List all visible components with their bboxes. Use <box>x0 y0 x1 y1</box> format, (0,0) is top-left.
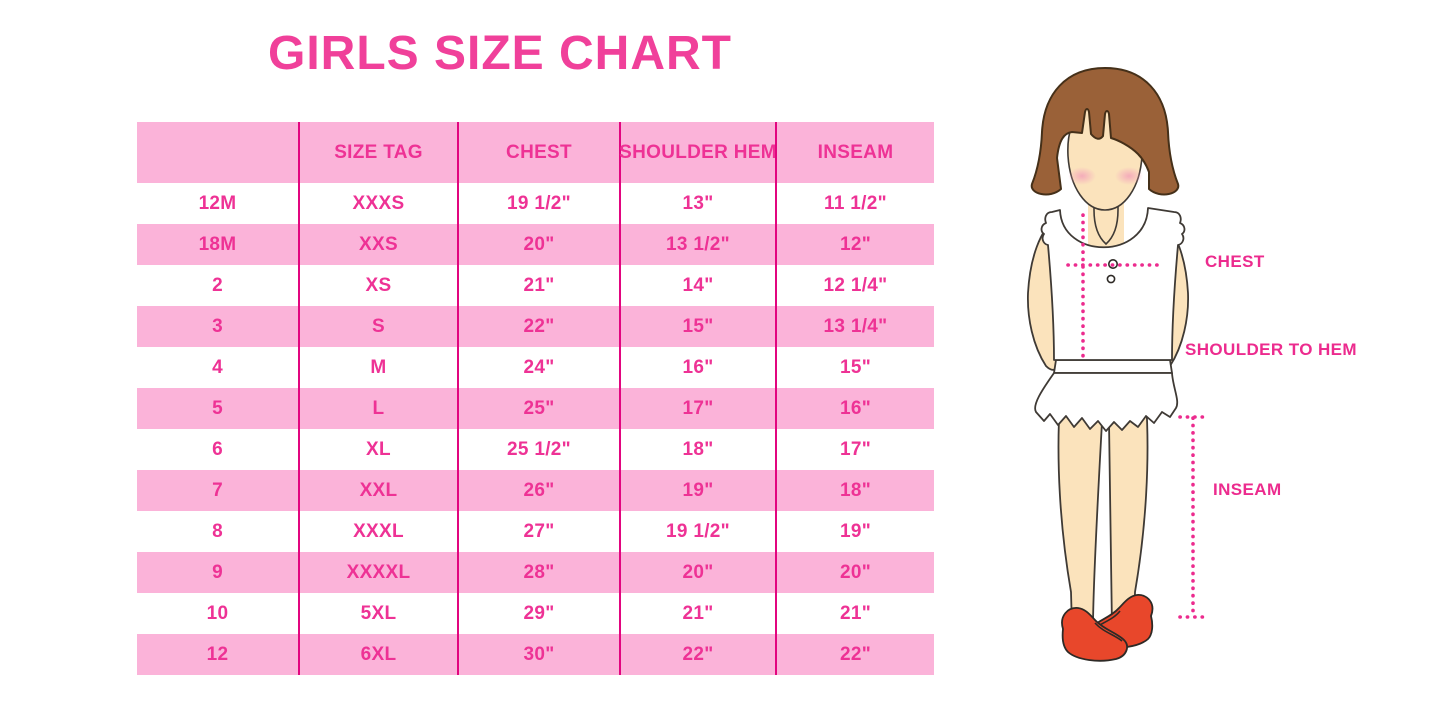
column-header: SHOULDER HEM <box>619 122 777 183</box>
table-row: 2 XS 21" 14" 12 1/4" <box>137 265 934 306</box>
size-table-header: SIZE TAG CHEST SHOULDER HEM INSEAM <box>137 122 934 183</box>
table-cell: 5XL <box>298 593 457 634</box>
table-row: 4 M 24" 16" 15" <box>137 347 934 388</box>
table-row: 5 L 25" 17" 16" <box>137 388 934 429</box>
table-cell: 20" <box>457 224 619 265</box>
table-cell: 6 <box>212 438 223 460</box>
table-cell: S <box>298 306 457 347</box>
table-cell: 10 <box>206 602 229 624</box>
table-cell: 21" <box>457 265 619 306</box>
table-cell: 25" <box>457 388 619 429</box>
table-cell: 16" <box>775 388 934 429</box>
table-cell: XXXS <box>298 183 457 224</box>
measurement-figure: CHEST SHOULDER TO HEM INSEAM <box>1000 60 1400 670</box>
table-row: 8 XXXL 27" 19 1/2" 19" <box>137 511 934 552</box>
table-cell: M <box>298 347 457 388</box>
table-cell: 16" <box>619 347 775 388</box>
table-cell: 17" <box>775 429 934 470</box>
table-row: 10 5XL 29" 21" 21" <box>137 593 934 634</box>
table-cell: 21" <box>775 593 934 634</box>
table-cell: 19" <box>775 511 934 552</box>
table-cell: 19 1/2" <box>457 183 619 224</box>
table-cell: 17" <box>619 388 775 429</box>
table-cell: 15" <box>775 347 934 388</box>
column-header: INSEAM <box>775 122 934 183</box>
size-table-body: 12M XXXS 19 1/2" 13" 11 1/2" 18M XXS 20" 13 1/2"… <box>137 183 934 675</box>
page-title: GIRLS SIZE CHART <box>267 27 732 80</box>
table-cell: 18" <box>619 429 775 470</box>
table-cell: 30" <box>457 634 619 675</box>
table-cell: 14" <box>619 265 775 306</box>
table-cell: XXXL <box>298 511 457 552</box>
table-cell: 24" <box>457 347 619 388</box>
table-cell: 18M <box>198 233 237 255</box>
table-cell: 8 <box>212 520 223 542</box>
table-cell: 13 1/4" <box>775 306 934 347</box>
table-cell: XXXXL <box>298 552 457 593</box>
table-row: 9 XXXXL 28" 20" 20" <box>137 552 934 593</box>
table-cell: 12M <box>198 192 237 214</box>
table-cell: XL <box>298 429 457 470</box>
table-row: 12M XXXS 19 1/2" 13" 11 1/2" <box>137 183 934 224</box>
table-cell: 21" <box>619 593 775 634</box>
column-header: CHEST <box>457 122 619 183</box>
table-cell: 9 <box>212 561 223 583</box>
shoulder-to-hem-label: SHOULDER TO HEM <box>1185 340 1357 359</box>
table-cell: 12 1/4" <box>775 265 934 306</box>
table-cell: L <box>298 388 457 429</box>
table-row: 3 S 22" 15" 13 1/4" <box>137 306 934 347</box>
table-cell: 28" <box>457 552 619 593</box>
table-row: 18M XXS 20" 13 1/2" 12" <box>137 224 934 265</box>
table-cell: 25 1/2" <box>457 429 619 470</box>
table-cell: 5 <box>212 397 223 419</box>
table-cell: 20" <box>619 552 775 593</box>
table-row: 7 XXL 26" 19" 18" <box>137 470 934 511</box>
table-cell: XS <box>298 265 457 306</box>
table-cell: XXL <box>298 470 457 511</box>
table-cell: 13" <box>619 183 775 224</box>
table-cell: 12" <box>775 224 934 265</box>
table-row: 6 XL 25 1/2" 18" 17" <box>137 429 934 470</box>
table-row: 12 6XL 30" 22" 22" <box>137 634 934 675</box>
table-cell: 20" <box>775 552 934 593</box>
size-table: SIZE TAG CHEST SHOULDER HEM INSEAM 12M XXXS 1… <box>137 122 934 675</box>
table-cell: 11 1/2" <box>775 183 934 224</box>
column-header <box>137 122 298 183</box>
table-cell: 26" <box>457 470 619 511</box>
table-cell: 29" <box>457 593 619 634</box>
table-cell: 7 <box>212 479 223 501</box>
table-cell: 22" <box>775 634 934 675</box>
inseam-label: INSEAM <box>1213 480 1282 499</box>
table-cell: 15" <box>619 306 775 347</box>
table-cell: XXS <box>298 224 457 265</box>
table-cell: 2 <box>212 274 223 296</box>
table-cell: 22" <box>619 634 775 675</box>
table-cell: 27" <box>457 511 619 552</box>
table-cell: 18" <box>775 470 934 511</box>
table-cell: 3 <box>212 315 223 337</box>
table-cell: 12 <box>206 643 229 665</box>
table-cell: 19 1/2" <box>619 511 775 552</box>
table-cell: 13 1/2" <box>619 224 775 265</box>
table-cell: 4 <box>212 356 223 378</box>
table-cell: 6XL <box>298 634 457 675</box>
column-header: SIZE TAG <box>298 122 457 183</box>
table-cell: 19" <box>619 470 775 511</box>
chest-label: CHEST <box>1205 252 1265 271</box>
table-cell: 22" <box>457 306 619 347</box>
girl-illustration-icon <box>1027 67 1208 662</box>
